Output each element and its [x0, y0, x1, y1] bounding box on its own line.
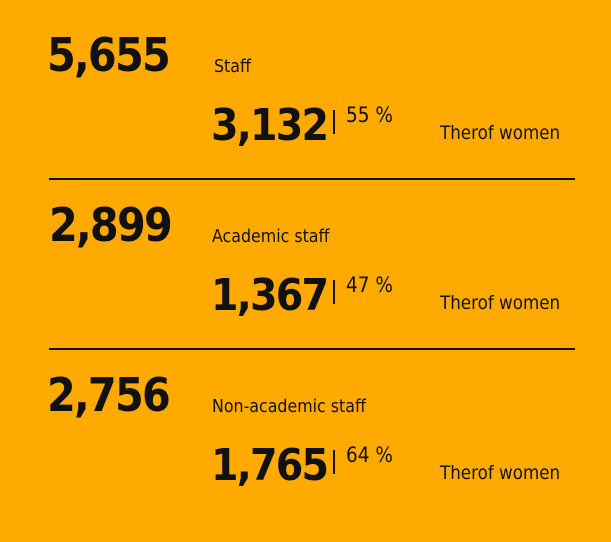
- total-count: 2,756: [47, 368, 171, 422]
- divider: [49, 348, 575, 350]
- women-count: 1,367: [211, 270, 329, 321]
- women-label: Therof women: [440, 122, 561, 144]
- women-percent: 47 %: [346, 273, 393, 297]
- separator-bar: [333, 280, 335, 304]
- women-percent: 64 %: [346, 443, 393, 467]
- separator-bar: [333, 110, 335, 134]
- category-label: Academic staff: [212, 226, 330, 247]
- women-count: 3,132: [211, 100, 329, 151]
- women-label: Therof women: [440, 292, 561, 314]
- women-percent: 55 %: [346, 103, 393, 127]
- staff-section: 5,655 Staff 3,132 55 % Therof women: [0, 28, 611, 202]
- category-label: Staff: [214, 56, 251, 77]
- women-count: 1,765: [211, 440, 329, 491]
- academic-staff-section: 2,899 Academic staff 1,367 47 % Therof w…: [0, 198, 611, 372]
- divider: [49, 178, 575, 180]
- non-academic-staff-section: 2,756 Non-academic staff 1,765 64 % Ther…: [0, 368, 611, 542]
- total-count: 5,655: [47, 28, 171, 82]
- category-label: Non-academic staff: [212, 396, 366, 417]
- separator-bar: [333, 450, 335, 474]
- women-label: Therof women: [440, 462, 561, 484]
- total-count: 2,899: [49, 198, 173, 252]
